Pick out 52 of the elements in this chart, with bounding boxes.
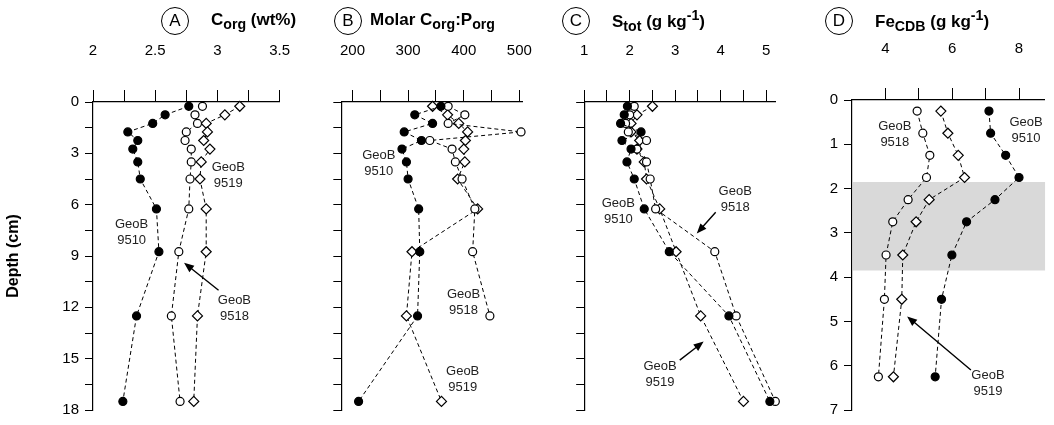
x-tick-label: 2 — [88, 41, 98, 59]
annotation: GeoB 9510 — [115, 216, 149, 248]
annotation: GeoB 9519 — [971, 367, 1005, 399]
annotation: GeoB 9518 — [718, 182, 752, 214]
annotation: GeoB 9518 — [217, 292, 252, 324]
x-tick-label: 1 — [580, 41, 589, 59]
y-axis-title: Depth (cm) — [4, 214, 22, 298]
y-tick-label: 0 — [70, 92, 79, 110]
annotation: GeoB 9519 — [446, 363, 480, 395]
y-tick-label: 4 — [829, 267, 838, 285]
y-tick-label: 0 — [829, 90, 838, 108]
y-tick-label: 3 — [70, 143, 79, 161]
annotation: GeoB 9510 — [362, 146, 396, 178]
x-tick-label: 2 — [625, 41, 634, 59]
y-tick-label: 5 — [829, 311, 838, 329]
x-tick-label: 300 — [395, 41, 421, 59]
annotation: GeoB 9510 — [601, 194, 636, 226]
x-tick-label: 4 — [881, 39, 890, 57]
text: C — [562, 7, 590, 35]
y-tick-label: 7 — [829, 400, 838, 418]
x-tick-label: 2.5 — [144, 41, 166, 59]
y-tick-label: 15 — [62, 348, 79, 366]
x-tick-label: 400 — [451, 41, 477, 59]
y-tick-label: 18 — [62, 400, 79, 418]
y-tick-label: 1 — [829, 134, 838, 152]
text: A — [161, 7, 189, 35]
x-tick-label: 500 — [506, 41, 532, 59]
x-tick-label: 3.5 — [269, 41, 290, 59]
x-tick-label: 8 — [1014, 39, 1024, 57]
y-tick-label: 6 — [70, 194, 79, 212]
y-tick-label: 6 — [829, 355, 838, 373]
x-tick-label: 3 — [213, 41, 222, 59]
x-tick-label: 5 — [762, 41, 771, 59]
annotation: GeoB 9510 — [1009, 113, 1043, 145]
annotation: GeoB 9519 — [211, 158, 245, 190]
annotation: GeoB 9518 — [446, 286, 481, 318]
x-tick-label: 6 — [948, 39, 957, 57]
text: B — [334, 7, 362, 35]
y-tick-label: 2 — [829, 178, 838, 196]
chart-title: Fe$_{CDB}$ (g kg$^{-1}$) — [875, 7, 990, 35]
text: D — [825, 7, 853, 35]
chart-title: C$_{org}$ (wt%) — [211, 9, 297, 33]
y-tick-label: 9 — [70, 246, 79, 264]
chart-title: Molar C$_{org}$:P$_{org}$ — [370, 9, 495, 33]
x-tick-label: 200 — [339, 41, 365, 59]
annotation: GeoB 9518 — [878, 117, 912, 149]
annotation: GeoB 9519 — [643, 357, 677, 389]
y-tick-label: 12 — [62, 297, 79, 315]
chart-title: S$_{tot}$ (g kg$^{-1}$) — [612, 7, 706, 35]
y-tick-label: 3 — [829, 223, 838, 240]
x-tick-label: 3 — [671, 41, 680, 59]
x-tick-label: 4 — [716, 41, 725, 59]
